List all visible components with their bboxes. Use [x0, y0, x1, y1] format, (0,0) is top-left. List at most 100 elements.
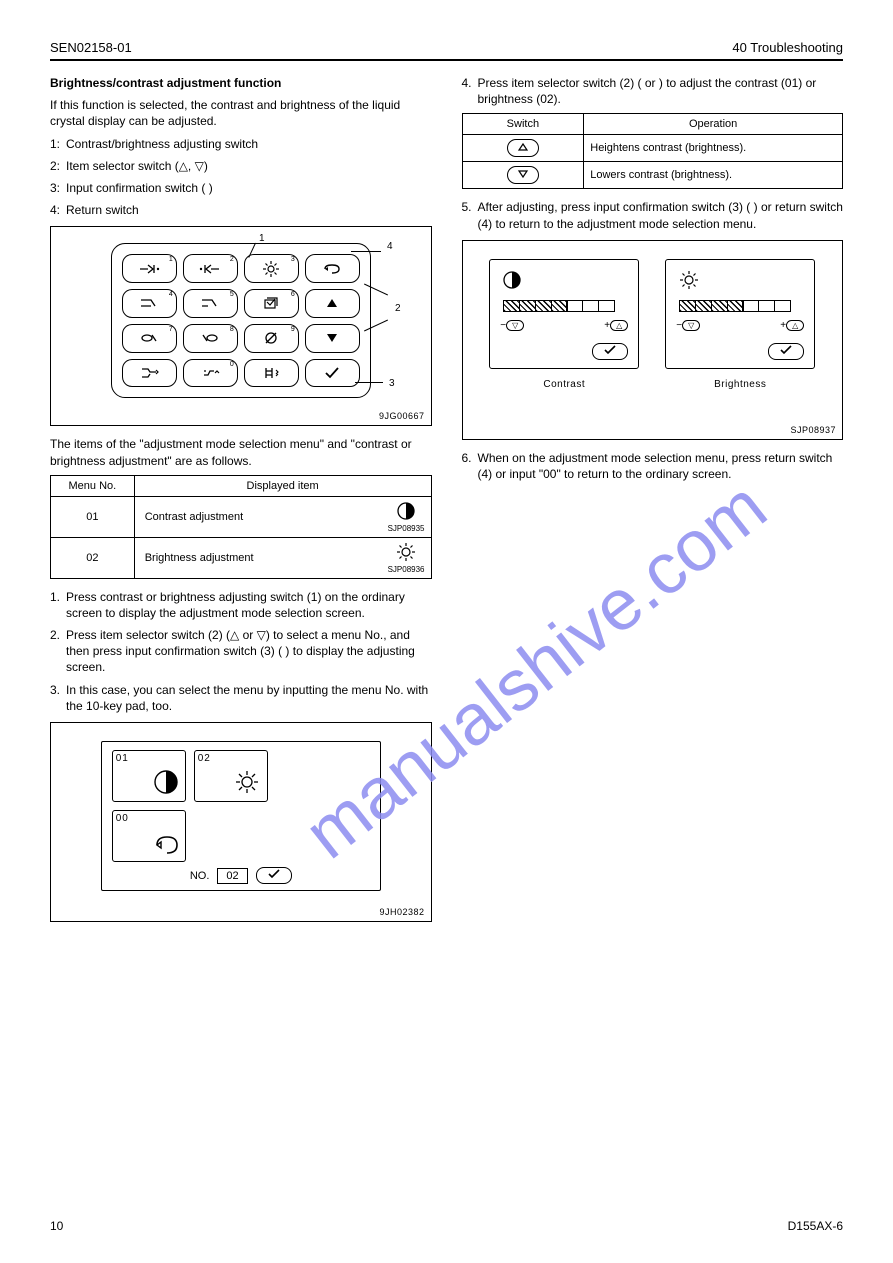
- legend: 1: Contrast/brightness adjusting switch …: [50, 136, 432, 219]
- contrast-panel: −▽ +△ Contrast: [489, 259, 639, 421]
- key-4[interactable]: 4: [122, 289, 177, 318]
- figure-adjust-screen: −▽ +△ Contrast −▽: [462, 240, 844, 440]
- key-9[interactable]: 9: [244, 324, 299, 353]
- th-displayed-item: Displayed item: [134, 475, 431, 496]
- key-6[interactable]: 6: [244, 289, 299, 318]
- switch-operation-table: Switch Operation Heightens contrast (bri…: [462, 113, 844, 189]
- menu-frame: 01 02 00 NO. 02: [101, 741, 381, 891]
- brightness-icon: [678, 270, 700, 290]
- seg: [519, 300, 536, 312]
- page-footer: 10 D155AX-6: [50, 1219, 843, 1233]
- brightness-icon: [395, 542, 417, 562]
- brightness-icon: [233, 769, 261, 795]
- step-4: 4. Press item selector switch (2) ( or )…: [462, 75, 844, 107]
- th-menu-no: Menu No.: [51, 475, 135, 496]
- left-column: Brightness/contrast adjustment function …: [50, 75, 432, 932]
- seg: [503, 300, 520, 312]
- seg: [582, 300, 599, 312]
- table-row: 02 Brightness adjustment SJP08936: [51, 537, 432, 578]
- key-10[interactable]: [122, 359, 177, 388]
- menu-tile-00[interactable]: 00: [112, 810, 186, 862]
- op-text: Heightens contrast (brightness).: [584, 135, 843, 162]
- seg: [679, 300, 696, 312]
- key-3-brightness[interactable]: 3: [244, 254, 299, 283]
- triangle-up-icon: [326, 298, 338, 308]
- brightness-caption: Brightness: [665, 379, 815, 390]
- legend-item: 3: Input confirmation switch ( ): [50, 180, 432, 196]
- plus-button[interactable]: △: [786, 320, 804, 331]
- figure-label: SJP08937: [790, 425, 836, 435]
- step-2: 2. Press item selector switch (2) (△ or …: [50, 627, 432, 676]
- contrast-icon: [502, 270, 522, 290]
- key-confirm[interactable]: [305, 359, 360, 388]
- legend-item: 4: Return switch: [50, 202, 432, 218]
- right-column: 4. Press item selector switch (2) ( or )…: [462, 75, 844, 932]
- header-left: SEN02158-01: [50, 40, 132, 55]
- table-row: 01 Contrast adjustment SJP08935: [51, 496, 432, 537]
- menu-tile-01[interactable]: 01: [112, 750, 186, 802]
- key-5[interactable]: 5: [183, 289, 238, 318]
- confirm-button[interactable]: [256, 867, 292, 884]
- key-up[interactable]: [305, 289, 360, 318]
- header-right: 40 Troubleshooting: [732, 40, 843, 55]
- table-row: Heightens contrast (brightness).: [462, 135, 843, 162]
- key-7[interactable]: 7: [122, 324, 177, 353]
- key-down[interactable]: [305, 324, 360, 353]
- seg: [551, 300, 568, 312]
- figure-keypad: 1 2 3 4 5 6 7 8 9 0: [50, 226, 432, 426]
- cell-label: Brightness adjustment: [145, 552, 254, 564]
- switch-up-icon: [507, 139, 539, 157]
- no-label: NO.: [190, 870, 210, 882]
- legend-item: 2: Item selector switch (△, ▽): [50, 158, 432, 174]
- plus-minus-row: −▽ +△: [676, 320, 804, 331]
- table-row: Lowers contrast (brightness).: [462, 162, 843, 189]
- plus-button[interactable]: △: [610, 320, 628, 331]
- seg: [758, 300, 775, 312]
- minus-button[interactable]: ▽: [682, 320, 700, 331]
- th-switch: Switch: [462, 114, 584, 135]
- contrast-box: −▽ +△: [489, 259, 639, 369]
- seg: [535, 300, 552, 312]
- confirm-button[interactable]: [592, 343, 628, 360]
- menu-no-input: NO. 02: [102, 867, 380, 884]
- no-value-box[interactable]: 02: [217, 868, 247, 884]
- plus-minus-row: −▽ +△: [500, 320, 628, 331]
- page: SEN02158-01 40 Troubleshooting Brightnes…: [0, 0, 893, 962]
- level-bar: [680, 300, 791, 312]
- seg: [598, 300, 615, 312]
- seg: [774, 300, 791, 312]
- legend-item: 1: Contrast/brightness adjusting switch: [50, 136, 432, 152]
- contrast-caption: Contrast: [489, 379, 639, 390]
- confirm-button[interactable]: [768, 343, 804, 360]
- seg: [742, 300, 759, 312]
- step-5: 5. After adjusting, press input confirma…: [462, 199, 844, 231]
- step-1: 1. Press contrast or brightness adjustin…: [50, 589, 432, 621]
- contrast-icon: [153, 769, 179, 795]
- key-2[interactable]: 2: [183, 254, 238, 283]
- seg: [711, 300, 728, 312]
- check-icon: [324, 367, 340, 379]
- key-return[interactable]: [305, 254, 360, 283]
- figure-label: 9JH02382: [379, 907, 424, 917]
- return-icon: [151, 833, 179, 855]
- sun-icon: [263, 261, 279, 277]
- adjustment-mode-table: Menu No. Displayed item 01 Contrast adju…: [50, 475, 432, 579]
- columns: Brightness/contrast adjustment function …: [50, 75, 843, 932]
- key-1[interactable]: 1: [122, 254, 177, 283]
- step-3: 3. In this case, you can select the menu…: [50, 682, 432, 714]
- footer-model: D155AX-6: [788, 1219, 843, 1233]
- key-11[interactable]: [244, 359, 299, 388]
- table-caption: The items of the "adjustment mode select…: [50, 436, 432, 468]
- footer-page-number: 10: [50, 1219, 63, 1233]
- level-bar: [504, 300, 615, 312]
- intro-text: If this function is selected, the contra…: [50, 97, 432, 129]
- key-0[interactable]: 0: [183, 359, 238, 388]
- switch-down-icon: [507, 166, 539, 184]
- minus-button[interactable]: ▽: [506, 320, 524, 331]
- page-header: SEN02158-01 40 Troubleshooting: [50, 40, 843, 61]
- menu-tile-02[interactable]: 02: [194, 750, 268, 802]
- brightness-box: −▽ +△: [665, 259, 815, 369]
- key-8[interactable]: 8: [183, 324, 238, 353]
- icon-ref: SJP08935: [388, 524, 425, 533]
- triangle-down-icon: [326, 333, 338, 343]
